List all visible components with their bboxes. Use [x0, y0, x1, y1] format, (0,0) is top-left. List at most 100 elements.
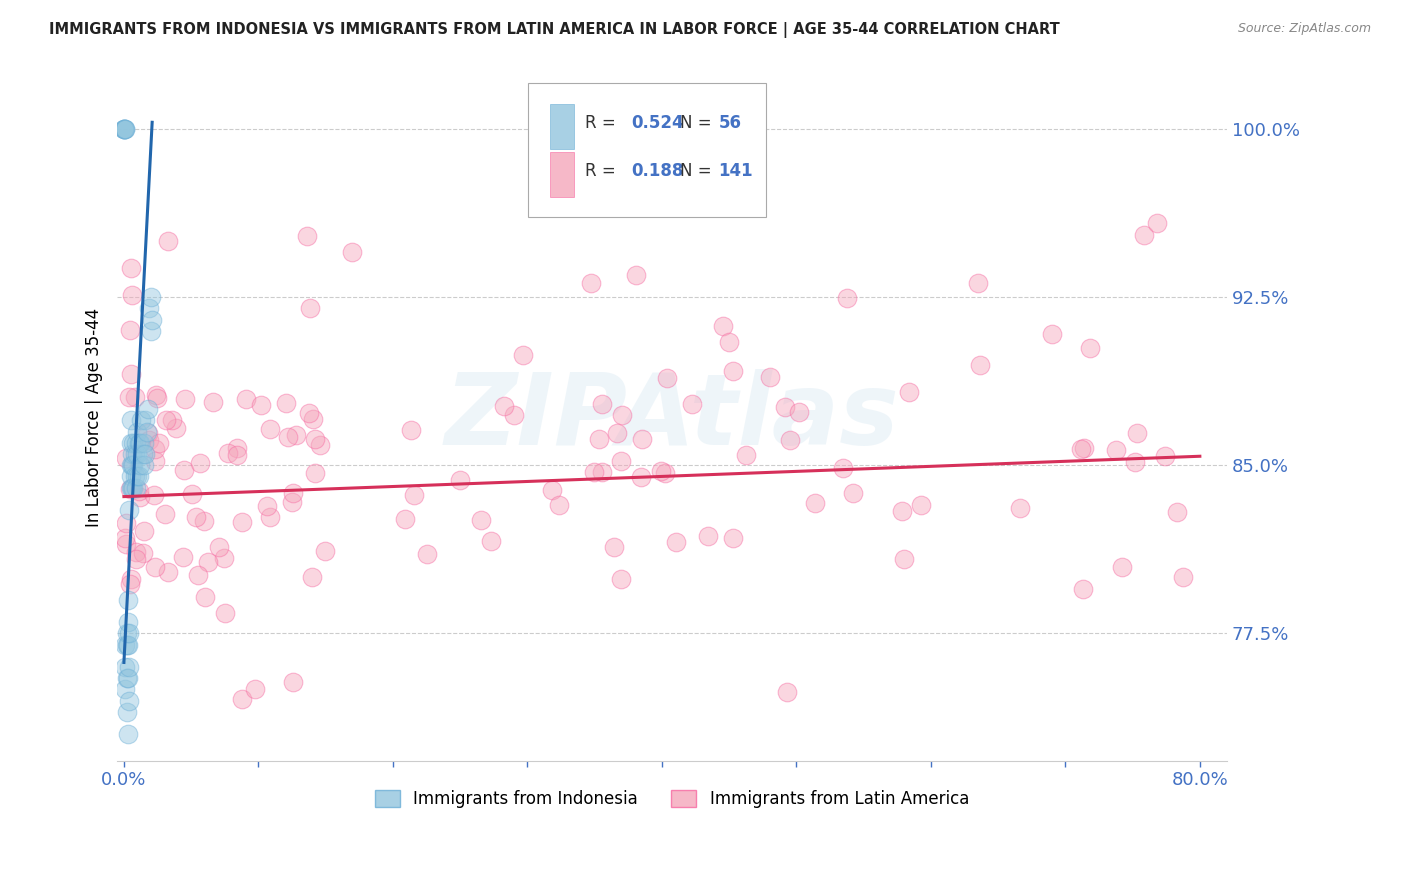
Point — [630, 469, 652, 483]
Point — [416, 547, 439, 561]
Point — [112, 122, 135, 136]
Point — [1078, 342, 1101, 356]
Point — [226, 441, 249, 455]
Point — [226, 448, 249, 462]
Point — [231, 516, 253, 530]
Point — [197, 555, 219, 569]
Point — [129, 435, 152, 450]
Point — [148, 435, 170, 450]
Point — [681, 397, 703, 411]
Point — [231, 692, 253, 706]
Point — [160, 413, 183, 427]
Text: N =: N = — [679, 114, 717, 132]
Point — [624, 268, 647, 283]
Point — [832, 461, 855, 475]
Point — [404, 488, 426, 502]
Point — [141, 312, 163, 326]
Point — [120, 260, 142, 275]
Point — [117, 592, 139, 607]
Point — [135, 425, 157, 439]
Point — [602, 540, 624, 554]
FancyBboxPatch shape — [527, 83, 766, 218]
Point — [114, 531, 136, 545]
Point — [1010, 501, 1032, 516]
Legend: Immigrants from Indonesia, Immigrants from Latin America: Immigrants from Indonesia, Immigrants fr… — [368, 783, 976, 814]
Point — [897, 384, 920, 399]
Point — [787, 405, 810, 419]
Point — [776, 685, 799, 699]
Point — [112, 122, 135, 136]
Point — [146, 391, 169, 405]
Point — [304, 466, 326, 480]
Point — [235, 392, 257, 406]
Point — [127, 425, 149, 439]
Point — [114, 122, 136, 136]
Point — [127, 469, 149, 483]
Point — [124, 390, 146, 404]
Point — [208, 540, 231, 554]
Text: 0.188: 0.188 — [631, 162, 683, 180]
Point — [143, 488, 166, 502]
Point — [340, 244, 363, 259]
Point — [591, 397, 613, 411]
Point — [631, 432, 654, 446]
Point — [136, 402, 159, 417]
Point — [112, 122, 135, 136]
Point — [114, 516, 136, 530]
Point — [494, 400, 516, 414]
Point — [134, 413, 156, 427]
Point — [156, 234, 179, 248]
Point — [132, 546, 155, 560]
Point — [114, 638, 136, 652]
Point — [121, 481, 143, 495]
Point — [155, 507, 177, 521]
Point — [250, 398, 273, 412]
Point — [605, 425, 627, 440]
Point — [143, 442, 166, 456]
Point — [138, 301, 160, 316]
Point — [121, 458, 143, 473]
Y-axis label: In Labor Force | Age 35-44: In Labor Force | Age 35-44 — [86, 308, 103, 526]
Point — [1133, 228, 1156, 243]
Point — [967, 276, 990, 290]
Point — [759, 370, 782, 384]
Point — [283, 675, 305, 690]
Point — [721, 531, 744, 545]
Point — [734, 448, 756, 462]
Point — [120, 367, 142, 381]
Point — [139, 290, 162, 304]
Point — [1123, 454, 1146, 468]
Point — [256, 499, 278, 513]
Point — [172, 549, 194, 564]
Point — [281, 495, 304, 509]
Point — [470, 513, 492, 527]
Text: ZIPAtlas: ZIPAtlas — [444, 368, 900, 466]
Point — [112, 122, 135, 136]
Point — [773, 400, 796, 414]
Point — [297, 228, 319, 243]
Point — [512, 348, 534, 362]
Point — [1073, 441, 1095, 455]
Point — [180, 487, 202, 501]
Point — [121, 447, 143, 461]
Point — [910, 498, 932, 512]
Point — [115, 451, 138, 466]
Point — [165, 421, 187, 435]
Point — [139, 324, 162, 338]
Point — [283, 485, 305, 500]
Point — [721, 364, 744, 378]
Text: 141: 141 — [718, 162, 754, 180]
Point — [120, 435, 142, 450]
Point — [124, 552, 146, 566]
Point — [125, 481, 148, 495]
Point — [174, 392, 197, 407]
Point — [118, 390, 141, 404]
Point — [117, 727, 139, 741]
Text: N =: N = — [679, 162, 717, 180]
Point — [134, 524, 156, 539]
Point — [610, 408, 633, 422]
Point — [401, 423, 423, 437]
Text: R =: R = — [585, 162, 621, 180]
Point — [842, 486, 865, 500]
Text: IMMIGRANTS FROM INDONESIA VS IMMIGRANTS FROM LATIN AMERICA IN LABOR FORCE | AGE : IMMIGRANTS FROM INDONESIA VS IMMIGRANTS … — [49, 22, 1060, 38]
